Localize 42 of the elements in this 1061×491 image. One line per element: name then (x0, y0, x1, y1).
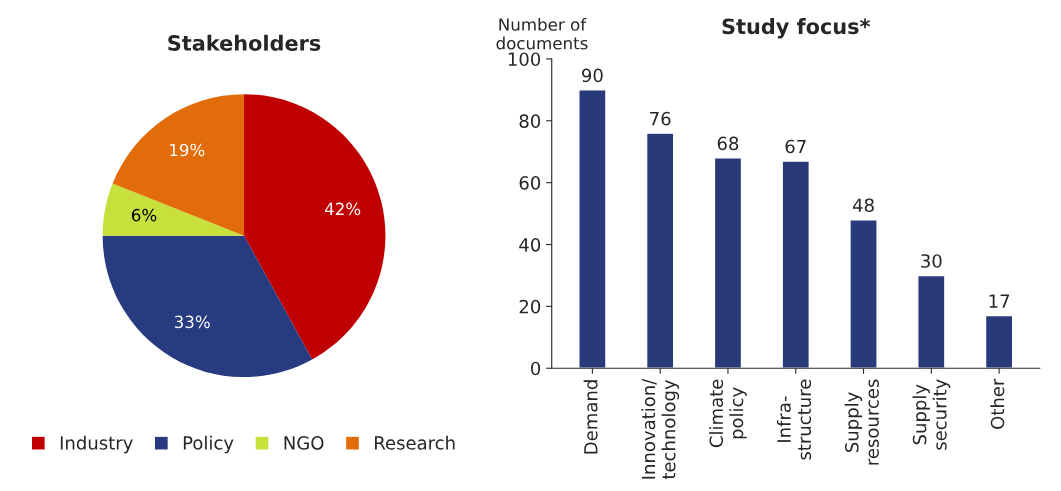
pie-slice (102, 183, 245, 236)
y-tick-label: 20 (519, 299, 541, 314)
pie-slice (112, 94, 245, 236)
x-tick-label: Innovation/ technology (641, 378, 680, 480)
data-label: 42% (324, 202, 361, 216)
legend-label: NGO (284, 436, 324, 450)
data-label: 68 (717, 136, 739, 151)
data-label: 19% (170, 143, 205, 157)
x-tick-label: Climate policy (709, 379, 747, 448)
x-tick-label: Supply security (912, 379, 951, 450)
bar (984, 314, 1014, 369)
data-label: 76 (650, 111, 671, 126)
bar (781, 160, 811, 369)
legend-label: Industry (60, 435, 133, 454)
x-tick-label: Demand (583, 380, 598, 454)
pie-slice (102, 235, 313, 378)
data-label: 6% (131, 208, 157, 222)
y-tick-label: 80 (519, 114, 541, 128)
x-tick-label: Supply resources (844, 379, 879, 465)
bar (917, 274, 946, 369)
data-label: 33% (174, 315, 210, 329)
legend-label: Policy (183, 435, 234, 454)
bar (645, 132, 675, 369)
y-tick-label: 100 (508, 52, 541, 67)
x-tick-label: Other (990, 378, 1005, 429)
chart-title: Study focus* (722, 18, 871, 39)
data-label: 30 (921, 254, 942, 268)
data-label: 67 (785, 139, 806, 154)
data-label: 48 (852, 198, 874, 213)
y-axis-title: Number of documents (496, 17, 588, 50)
bar (713, 157, 743, 369)
data-label: 17 (989, 294, 1010, 308)
y-tick-label: 0 (531, 361, 541, 376)
pie-slice (244, 94, 386, 360)
y-tick-label: 40 (519, 237, 541, 252)
bar (578, 89, 607, 369)
data-label: 90 (582, 68, 603, 83)
bar (849, 219, 878, 369)
chart-title: Stakeholders (168, 34, 321, 51)
legend-label: Research (375, 435, 455, 450)
y-tick-label: 60 (519, 176, 541, 190)
x-tick-label: Infra- structure (776, 379, 812, 460)
